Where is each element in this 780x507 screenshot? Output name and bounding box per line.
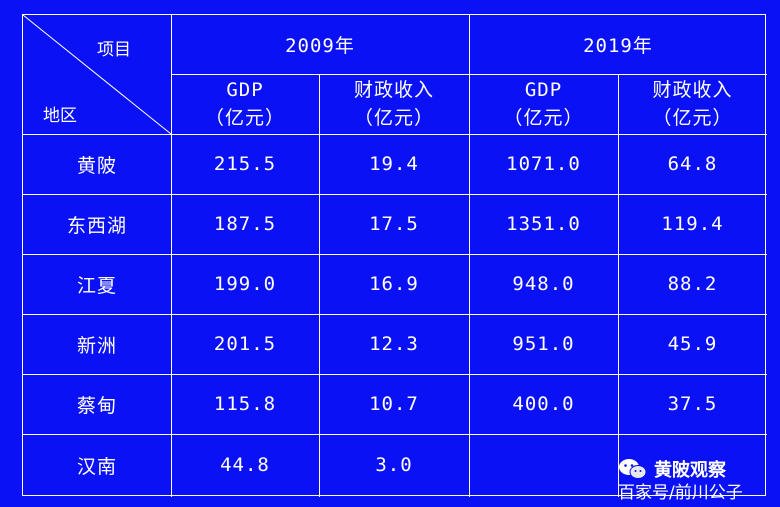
col-divider — [469, 15, 470, 497]
revenue-2019-cell: 119.4 — [661, 213, 724, 235]
gdp-2009-cell: 187.5 — [213, 213, 277, 235]
region-cell: 蔡甸 — [76, 394, 117, 417]
revenue-2009-cell: 3.0 — [375, 454, 413, 476]
gdp-2009-cell: 201.5 — [213, 333, 277, 355]
data-table: 项目 地区 2009年 2019年 GDP （亿元） 财政收入 （亿元） GDP… — [22, 14, 767, 497]
gdp-2019-header: GDP （亿元） — [469, 74, 618, 134]
unit-label: （亿元） — [353, 107, 434, 129]
row-divider — [23, 194, 767, 195]
revenue-2019-cell: 37.5 — [667, 393, 718, 415]
row-divider — [23, 374, 767, 375]
row-divider — [23, 134, 767, 135]
gdp-2009-cell: 44.8 — [220, 454, 270, 476]
watermark-brand: 黄陂观察 — [654, 460, 726, 481]
revenue-2019-cell: 64.8 — [667, 153, 718, 175]
region-cell: 黄陂 — [76, 154, 117, 177]
revenue-2009-header: 财政收入 （亿元） — [319, 74, 469, 134]
revenue-2019-cell: 88.2 — [667, 273, 718, 295]
gdp-2019-cell: 400.0 — [512, 393, 575, 415]
gdp-label: GDP — [524, 79, 563, 101]
gdp-2019-cell: 1071.0 — [506, 153, 581, 175]
gdp-2019-cell: 1351.0 — [506, 213, 581, 235]
revenue-2019-header: 财政收入 （亿元） — [618, 74, 767, 134]
header-region-label: 地区 — [43, 106, 77, 126]
gdp-2019-cell: 948.0 — [512, 273, 575, 295]
region-cell: 汉南 — [76, 455, 117, 478]
revenue-2009-cell: 10.7 — [369, 393, 419, 415]
diagonal-header-line — [23, 15, 172, 135]
col-divider — [171, 15, 172, 497]
col-divider — [319, 74, 320, 497]
col-divider — [618, 74, 619, 497]
row-divider — [23, 434, 767, 435]
gdp-2009-cell: 115.8 — [213, 393, 277, 415]
region-cell: 新洲 — [76, 334, 117, 357]
gdp-2009-cell: 199.0 — [213, 273, 277, 295]
header-item-label: 项目 — [97, 40, 131, 60]
revenue-2009-cell: 16.9 — [369, 273, 419, 295]
watermark-source: 百家号/前川公子 — [618, 483, 743, 503]
revenue-2019-cell: 45.9 — [667, 333, 718, 355]
revenue-2009-cell: 12.3 — [369, 333, 419, 355]
revenue-label: 财政收入 — [652, 79, 733, 101]
year-2009-header: 2009年 — [285, 35, 355, 57]
unit-label: （亿元） — [204, 107, 285, 129]
region-cell: 江夏 — [76, 274, 117, 297]
gdp-label: GDP — [226, 79, 264, 101]
revenue-2009-cell: 17.5 — [369, 213, 419, 235]
row-divider — [23, 254, 767, 255]
region-cell: 东西湖 — [66, 214, 127, 237]
unit-label: （亿元） — [652, 107, 733, 129]
gdp-2019-cell — [469, 434, 618, 496]
revenue-2009-cell: 19.4 — [369, 153, 419, 175]
watermark: 黄陂观察 百家号/前川公子 — [618, 456, 778, 503]
revenue-label: 财政收入 — [353, 79, 434, 101]
year-2019-header: 2019年 — [583, 35, 653, 57]
row-divider — [23, 314, 767, 315]
unit-label: （亿元） — [503, 107, 584, 129]
gdp-2019-cell: 951.0 — [512, 333, 575, 355]
gdp-2009-cell: 215.5 — [213, 153, 277, 175]
wechat-bubbles-icon — [619, 459, 647, 479]
gdp-2009-header: GDP （亿元） — [171, 74, 319, 134]
